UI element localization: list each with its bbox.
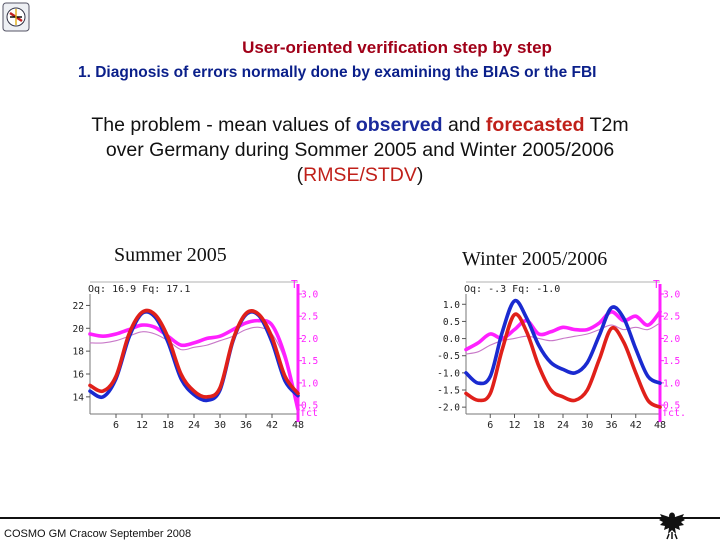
problem-text: The problem - mean values of bbox=[91, 114, 356, 136]
right-tick-label: 2.0 bbox=[301, 334, 318, 345]
footer-text: COSMO GM Cracow September 2008 bbox=[4, 528, 192, 540]
right-tick-label: 1.5 bbox=[663, 356, 680, 367]
right-tick-label: 2.0 bbox=[663, 334, 680, 345]
right-tick-label: 1.0 bbox=[301, 378, 318, 389]
y-tick-label: 18 bbox=[73, 347, 85, 358]
x-tick-label: 30 bbox=[214, 420, 226, 431]
y-tick-label: -2.0 bbox=[437, 403, 460, 414]
right-tick-label: 0.5 bbox=[663, 401, 680, 412]
x-tick-label: 18 bbox=[162, 420, 174, 431]
right-tick-label: 3.0 bbox=[301, 290, 318, 301]
winter-chart: Oq: -.3 Fq: -1.0 1.0 0.5 0.0 -0.5 -1.0 -1.5 -2.… bbox=[437, 278, 686, 431]
y-tick-label: 0.0 bbox=[443, 334, 460, 345]
right-tick-label: 1.5 bbox=[301, 356, 318, 367]
problem-statement: The problem - mean values of observed an… bbox=[40, 113, 680, 188]
paren-open: ( bbox=[296, 164, 304, 186]
problem-line-3: (RMSE/STDV) bbox=[40, 163, 680, 188]
chart-header-text: Oq: -.3 Fq: -1.0 bbox=[464, 284, 560, 295]
right-tick-label: 2.5 bbox=[663, 312, 680, 323]
right-axis-top-label: T bbox=[291, 278, 298, 291]
y-tick-label: 22 bbox=[73, 301, 84, 312]
right-axis-bottom-label: fct. bbox=[662, 408, 686, 419]
x-tick-label: 30 bbox=[581, 420, 593, 431]
right-tick-label: 3.0 bbox=[663, 290, 680, 301]
forecast-series-line bbox=[464, 312, 662, 409]
x-tick-label: 48 bbox=[654, 420, 666, 431]
page-title: User-oriented verification step by step bbox=[242, 38, 552, 57]
summer-chart: Oq: 16.9 Fq: 17.1 14 16 18 20 22 6 12 18 24 30 36 42… bbox=[73, 278, 319, 431]
rmse-stdv-label: RMSE/STDV bbox=[303, 164, 417, 186]
x-tick-label: 6 bbox=[487, 420, 493, 431]
dwd-logo-icon bbox=[2, 2, 30, 32]
observed-series-line bbox=[464, 298, 662, 386]
x-tick-label: 42 bbox=[266, 420, 278, 431]
observed-word: observed bbox=[355, 114, 443, 136]
forecast-series-line bbox=[88, 308, 300, 399]
eagle-emblem-icon bbox=[656, 508, 688, 540]
winter-panel-title: Winter 2005/2006 bbox=[462, 248, 608, 270]
chart-header-text: Oq: 16.9 Fq: 17.1 bbox=[88, 284, 190, 295]
x-tick-label: 24 bbox=[557, 420, 569, 431]
problem-text: T2m bbox=[584, 114, 629, 136]
right-tick-label: 0.5 bbox=[301, 401, 318, 412]
y-tick-label: 20 bbox=[73, 324, 85, 335]
x-tick-label: 6 bbox=[113, 420, 119, 431]
right-axis-top-label: T bbox=[653, 278, 660, 291]
footer-divider bbox=[0, 517, 720, 519]
x-tick-label: 18 bbox=[533, 420, 545, 431]
x-tick-label: 12 bbox=[136, 420, 148, 431]
x-tick-label: 36 bbox=[240, 420, 252, 431]
y-tick-label: 16 bbox=[73, 370, 85, 381]
y-tick-label: -1.0 bbox=[437, 368, 460, 379]
right-tick-label: 2.5 bbox=[301, 312, 318, 323]
x-tick-label: 24 bbox=[188, 420, 200, 431]
y-tick-label: 1.0 bbox=[443, 300, 460, 311]
stdv-series-line bbox=[89, 326, 299, 413]
problem-text: and bbox=[442, 114, 486, 136]
problem-line-1: The problem - mean values of observed an… bbox=[40, 113, 680, 138]
x-tick-label: 36 bbox=[605, 420, 617, 431]
problem-line-2: over Germany during Sommer 2005 and Wint… bbox=[105, 139, 615, 161]
x-tick-label: 42 bbox=[630, 420, 642, 431]
right-axis-bottom-label: fct bbox=[300, 408, 318, 419]
y-tick-label: 14 bbox=[73, 392, 85, 403]
y-tick-label: -0.5 bbox=[437, 351, 460, 362]
y-tick-label: -1.5 bbox=[437, 386, 460, 397]
page-subtitle: 1. Diagnosis of errors normally done by … bbox=[78, 64, 597, 81]
right-tick-label: 1.0 bbox=[663, 378, 680, 389]
y-tick-label: 0.5 bbox=[443, 317, 460, 328]
forecasted-word: forecasted bbox=[485, 114, 585, 136]
summer-panel-title: Summer 2005 bbox=[114, 244, 227, 266]
paren-close: ) bbox=[416, 164, 424, 186]
x-tick-label: 48 bbox=[292, 420, 304, 431]
x-tick-label: 12 bbox=[508, 420, 520, 431]
